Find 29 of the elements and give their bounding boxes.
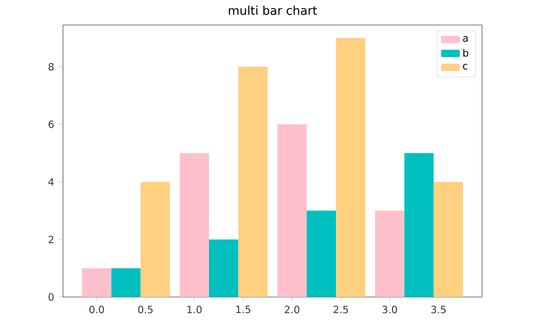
bar — [209, 239, 238, 297]
y-tick-label: 6 — [48, 120, 54, 128]
chart-title: multi bar chart — [228, 6, 317, 15]
legend-label: b — [463, 48, 468, 57]
bar — [238, 66, 268, 297]
x-tick-label: 2.5 — [334, 306, 348, 314]
y-tick-label: 4 — [48, 178, 54, 186]
bar — [404, 153, 434, 297]
bar — [111, 268, 141, 297]
legend-label: a — [463, 36, 468, 42]
bar — [180, 153, 210, 297]
x-tick-label: 3.5 — [431, 306, 446, 314]
bar — [277, 124, 307, 297]
x-tick-label: 2.0 — [284, 306, 300, 314]
y-tick-label: 0 — [48, 293, 54, 301]
bar — [336, 38, 366, 297]
x-tick-label: 1.5 — [236, 306, 250, 314]
x-tick-label: 1.0 — [188, 306, 202, 314]
y-tick-label: 2 — [48, 236, 54, 244]
bar — [140, 182, 170, 297]
bar — [306, 210, 336, 297]
legend-label: c — [462, 64, 468, 70]
bar — [375, 210, 404, 297]
bar — [82, 268, 112, 297]
x-tick-label: 0.5 — [138, 306, 153, 314]
x-tick-label: 3.0 — [382, 306, 397, 314]
bar — [434, 182, 463, 297]
x-tick-label: 0.0 — [89, 306, 104, 314]
y-tick-label: 8 — [48, 62, 54, 71]
